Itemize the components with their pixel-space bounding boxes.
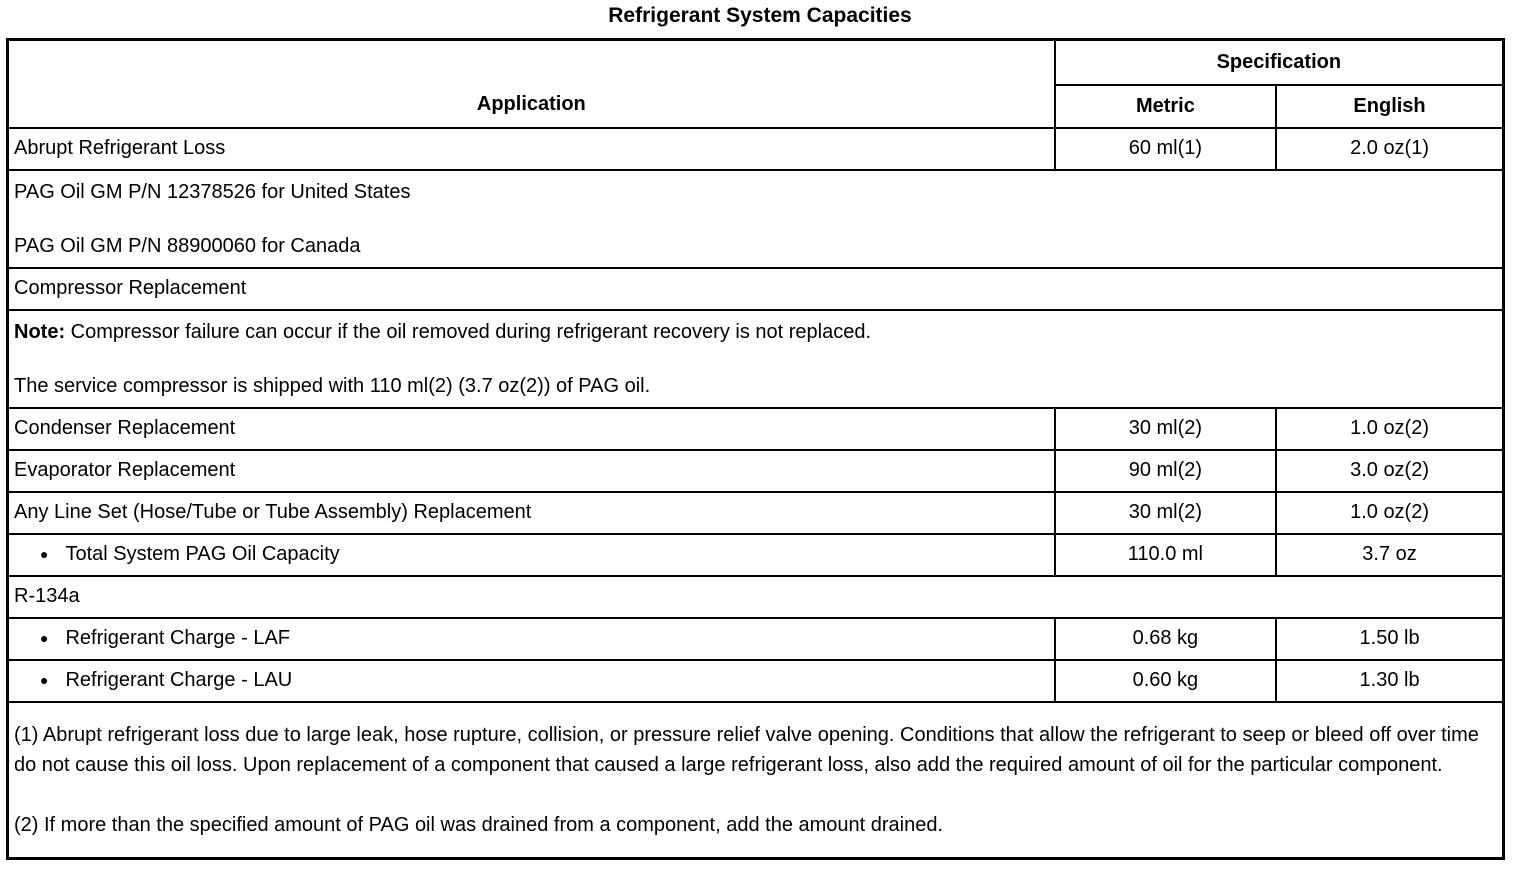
metric-value: 110.0 ml <box>1053 532 1278 577</box>
table-row-charge-laf: ● Refrigerant Charge - LAF 0.68 kg 1.50 l… <box>6 616 1505 661</box>
table-row-total-pag: ● Total System PAG Oil Capacity 110.0 ml … <box>6 532 1505 577</box>
note-label: Note: <box>14 320 66 343</box>
application-label: Refrigerant Charge - LAF <box>65 627 291 649</box>
application-cell: Any Line Set (Hose/Tube or Tube Assembly… <box>6 490 1056 535</box>
metric-value: 0.68 kg <box>1053 616 1278 661</box>
column-header-metric: Metric <box>1053 83 1278 129</box>
page-title: Refrigerant System Capacities <box>608 4 912 27</box>
application-cell: Abrupt Refrigerant Loss <box>6 126 1056 171</box>
footnotes-cell: (1) Abrupt refrigerant loss due to large… <box>6 700 1505 860</box>
english-value: 1.0 oz(2) <box>1275 490 1505 535</box>
application-label: Total System PAG Oil Capacity <box>65 543 340 565</box>
footnote-2: (2) If more than the specified amount of… <box>14 813 944 836</box>
application-cell: ● Refrigerant Charge - LAF <box>6 616 1056 661</box>
note-line: Note: Compressor failure can occur if th… <box>14 319 1496 345</box>
application-cell: Condenser Replacement <box>6 406 1056 451</box>
application-cell: ● Refrigerant Charge - LAU <box>6 658 1056 703</box>
english-value: 1.0 oz(2) <box>1275 406 1505 451</box>
metric-value: 60 ml(1) <box>1053 126 1278 171</box>
header-row-units: Metric English <box>8 83 1505 129</box>
table-row-condenser: Condenser Replacement 30 ml(2) 1.0 oz(2) <box>6 406 1505 451</box>
pag-oil-canada-line: PAG Oil GM P/N 88900060 for Canada <box>14 234 361 257</box>
table-row-pag-oil: PAG Oil GM P/N 12378526 for United State… <box>6 168 1505 269</box>
english-value: 1.30 lb <box>1275 658 1505 703</box>
header-row-specification: Application Specification <box>6 38 1505 129</box>
english-value: 3.7 oz <box>1275 532 1505 577</box>
note-line-2: The service compressor is shipped with 1… <box>14 374 651 397</box>
table-row-note: Note: Compressor failure can occur if th… <box>6 308 1505 409</box>
application-label: Refrigerant Charge - LAU <box>65 669 293 691</box>
refrigerant-capacities-table: Application Specification Metric English… <box>6 38 1505 860</box>
application-cell: Evaporator Replacement <box>6 448 1056 493</box>
metric-value: 90 ml(2) <box>1053 448 1278 493</box>
column-header-english: English <box>1275 83 1505 129</box>
pag-oil-cell: PAG Oil GM P/N 12378526 for United State… <box>6 168 1505 269</box>
application-cell: Compressor Replacement <box>6 266 1505 311</box>
english-value: 1.50 lb <box>1275 616 1505 661</box>
table-row-compressor: Compressor Replacement <box>6 266 1505 311</box>
metric-value: 30 ml(2) <box>1053 490 1278 535</box>
bullet-icon: ● <box>40 546 49 562</box>
english-value: 2.0 oz(1) <box>1275 126 1505 171</box>
note-text: Compressor failure can occur if the oil … <box>70 320 872 343</box>
bullet-icon: ● <box>40 630 49 646</box>
pag-oil-us-line: PAG Oil GM P/N 12378526 for United State… <box>14 180 411 203</box>
metric-value: 30 ml(2) <box>1053 406 1278 451</box>
note-cell: Note: Compressor failure can occur if th… <box>6 308 1505 409</box>
table-row-evaporator: Evaporator Replacement 90 ml(2) 3.0 oz(2… <box>6 448 1505 493</box>
footnote-1: (1) Abrupt refrigerant loss due to large… <box>14 723 1479 776</box>
table-row-footnotes: (1) Abrupt refrigerant loss due to large… <box>6 700 1505 860</box>
application-cell: R-134a <box>6 574 1505 619</box>
column-header-application: Application <box>6 38 1056 129</box>
table-row-abrupt-loss: Abrupt Refrigerant Loss 60 ml(1) 2.0 oz(… <box>6 126 1505 171</box>
bullet-icon: ● <box>40 672 49 688</box>
table-row-r134a: R-134a <box>6 574 1505 619</box>
column-header-specification: Specification <box>1053 38 1505 86</box>
english-value: 3.0 oz(2) <box>1275 448 1505 493</box>
metric-value: 0.60 kg <box>1053 658 1278 703</box>
table-row-line-set: Any Line Set (Hose/Tube or Tube Assembly… <box>6 490 1505 535</box>
application-cell: ● Total System PAG Oil Capacity <box>6 532 1056 577</box>
table-row-charge-lau: ● Refrigerant Charge - LAU 0.60 kg 1.30 l… <box>6 658 1505 703</box>
